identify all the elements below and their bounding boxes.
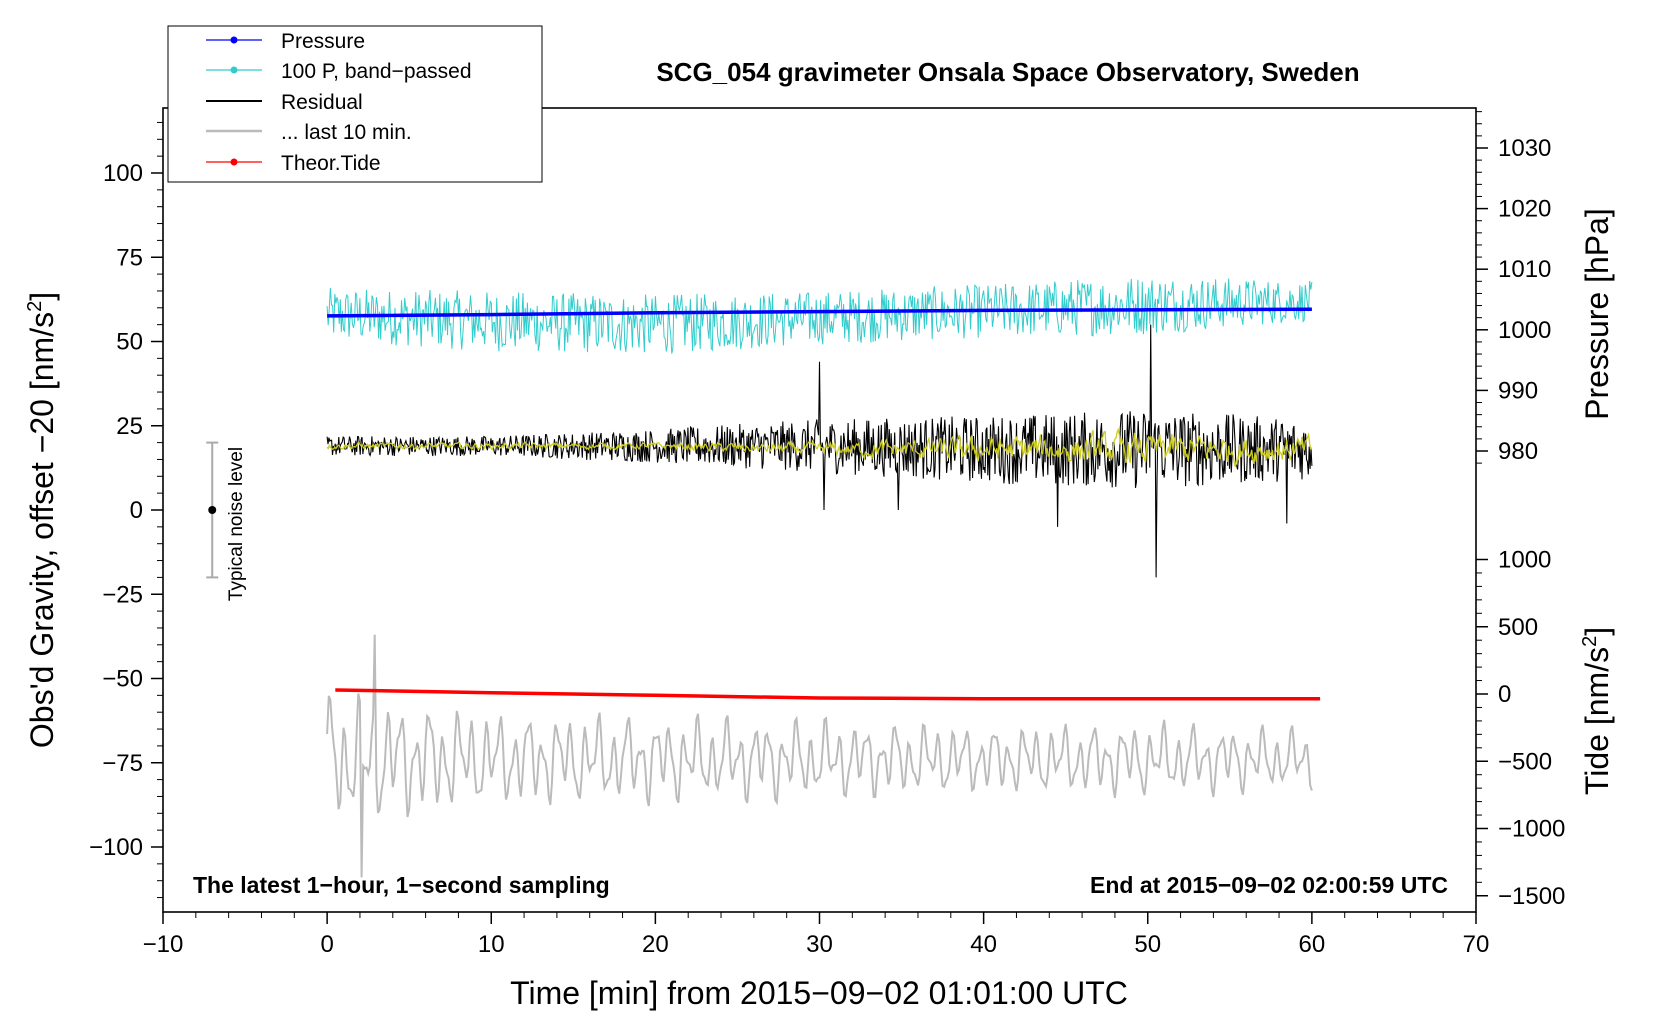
y-left-tick-label: −75 [102, 750, 143, 777]
pressure-tick-label: 990 [1498, 377, 1538, 404]
y-left-label-close: ] [24, 292, 60, 301]
y-axis-title-tide: Tide [nm/s2] [1579, 627, 1615, 795]
series-residual-smoothed [326, 427, 1313, 467]
tide-tick-label: −1500 [1498, 883, 1565, 910]
note-left: The latest 1−hour, 1−second sampling [193, 872, 610, 898]
x-tick-label: 30 [806, 931, 833, 958]
x-tick-label: 0 [320, 931, 333, 958]
y-left-tick-label: −100 [89, 834, 143, 861]
tide-tick-label: 1000 [1498, 547, 1551, 574]
tick-labels: −10 0 10 20 30 40 50 60 70−100−75−50−25025507510… [89, 135, 1565, 958]
tide-tick-label: 0 [1498, 681, 1511, 708]
legend-marker [230, 158, 238, 166]
legend-item-pressure: Pressure [206, 30, 365, 53]
y-axis-title-left: Obs'd Gravity, offset −20 [nm/s2] [24, 292, 60, 748]
y-left-label-main: Obs'd Gravity, offset −20 [nm/s [24, 312, 60, 748]
x-axis-title: Time [min] from 2015−09−02 01:01:00 UTC [510, 975, 1128, 1011]
pressure-tick-label: 1030 [1498, 135, 1551, 162]
series-bandpassed-pressure [326, 278, 1313, 354]
legend-label: Residual [281, 91, 363, 114]
series-theoretical-tide [335, 688, 1321, 701]
legend-marker [230, 66, 238, 74]
pressure-tick-label: 980 [1498, 438, 1538, 465]
y-left-tick-label: −50 [102, 666, 143, 693]
y-axis-title-pressure: Pressure [hPa] [1579, 208, 1615, 420]
legend-label: Pressure [281, 30, 365, 53]
tide-tick-label: −1000 [1498, 816, 1565, 843]
y-left-tick-label: −25 [102, 581, 143, 608]
x-tick-label: 40 [970, 931, 997, 958]
y-left-tick-label: 50 [116, 329, 143, 356]
y-tide-label-close: ] [1579, 627, 1615, 636]
x-tick-label: −10 [143, 931, 184, 958]
noise-dot [208, 506, 217, 514]
legend-item-tide: Theor.Tide [206, 152, 381, 175]
y-left-tick-label: 0 [130, 497, 143, 524]
legend-marker [230, 36, 238, 44]
series-layer [326, 278, 1321, 878]
series-residual [326, 324, 1313, 578]
noise-label: Typical noise level [226, 447, 247, 601]
pressure-tick-label: 1000 [1498, 317, 1551, 344]
pressure-tick-label: 1020 [1498, 196, 1551, 223]
legend-item-bandpassed: 100 P, band−passed [206, 60, 472, 83]
x-tick-label: 70 [1463, 931, 1490, 958]
series-pressure [327, 307, 1312, 318]
y-tide-label-main: Tide [nm/s [1579, 647, 1615, 795]
y-left-tick-label: 75 [116, 244, 143, 271]
series-last-10-min [326, 634, 1313, 878]
x-tick-label: 50 [1134, 931, 1161, 958]
note-right: End at 2015−09−02 02:00:59 UTC [1090, 872, 1448, 898]
x-tick-label: 60 [1299, 931, 1326, 958]
legend: Pressure 100 P, band−passed Residual ...… [167, 25, 543, 183]
y-left-label-sup: 2 [24, 301, 46, 312]
x-tick-label: 10 [478, 931, 505, 958]
x-tick-label: 20 [642, 931, 669, 958]
legend-label: Theor.Tide [281, 152, 381, 175]
tide-tick-label: 500 [1498, 614, 1538, 641]
chart-title: SCG_054 gravimeter Onsala Space Observat… [656, 57, 1359, 87]
pressure-tick-label: 1010 [1498, 256, 1551, 283]
legend-label: ... last 10 min. [281, 121, 412, 144]
legend-box [167, 25, 543, 183]
y-left-tick-label: 100 [103, 160, 143, 187]
y-tide-label-sup: 2 [1579, 636, 1601, 647]
legend-label: 100 P, band−passed [281, 60, 472, 83]
tide-tick-label: −500 [1498, 748, 1552, 775]
legend-item-residual: Residual [206, 91, 363, 114]
noise-level-indicator: Typical noise level [206, 441, 247, 601]
y-left-tick-label: 25 [116, 413, 143, 440]
legend-item-last10: ... last 10 min. [206, 121, 412, 144]
axis-ticks [151, 111, 1488, 924]
